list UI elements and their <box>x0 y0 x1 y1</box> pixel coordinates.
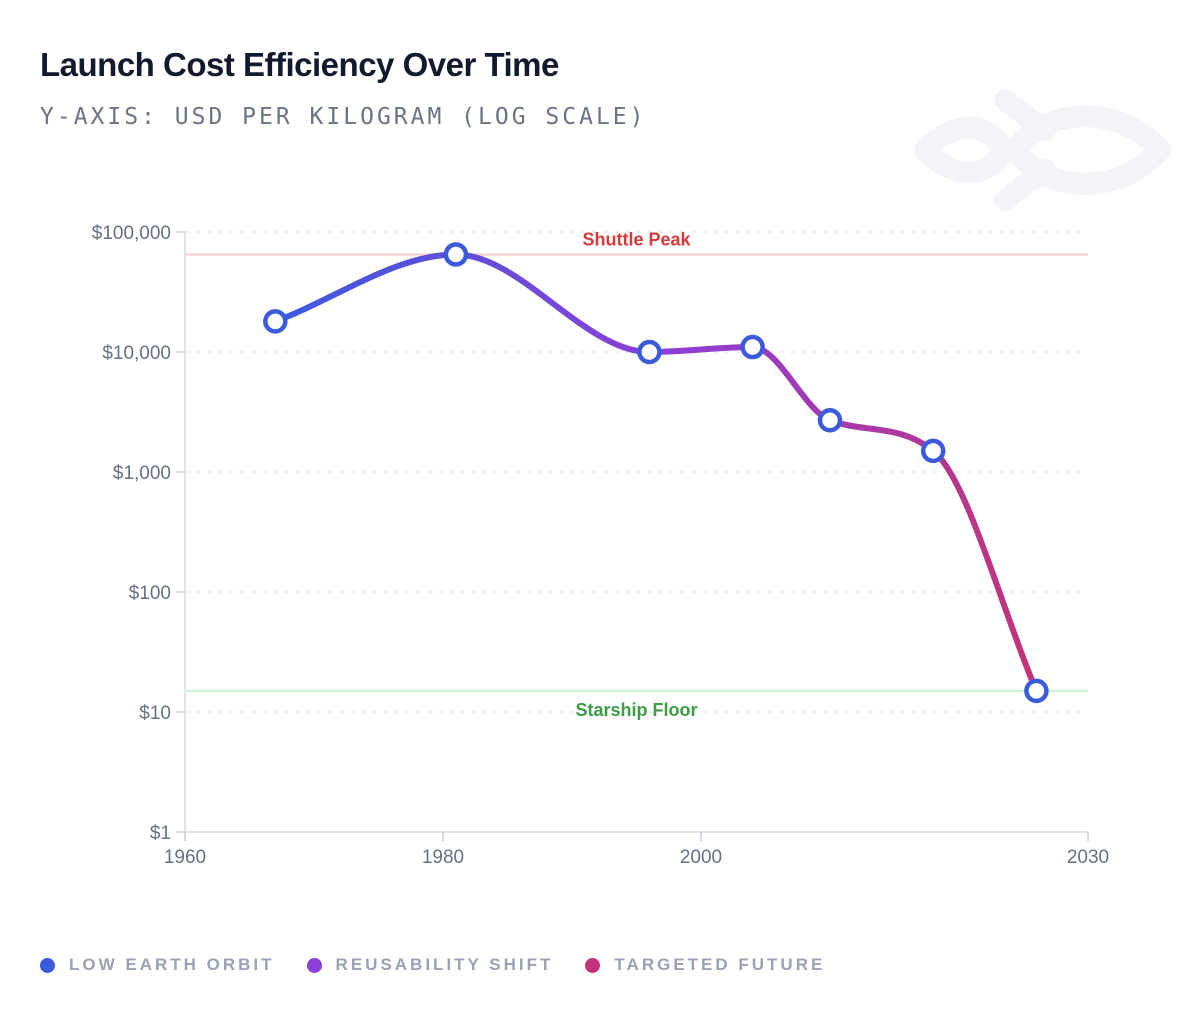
legend-item-low-earth-orbit: LOW EARTH ORBIT <box>40 955 275 975</box>
x-tick-label: 1960 <box>164 847 206 868</box>
legend-label: LOW EARTH ORBIT <box>69 955 275 974</box>
reference-line-label: Shuttle Peak <box>582 229 691 249</box>
y-tick-label: $10,000 <box>102 343 171 364</box>
data-point <box>1024 678 1049 704</box>
data-point <box>817 407 843 433</box>
line-chart: $1 $10 $100 $1,000 $10,000 $100,000 1960 1980 20… <box>92 223 1109 868</box>
legend: LOW EARTH ORBIT REUSABILITY SHIFT TARGET… <box>40 955 825 975</box>
reference-line-label: Starship Floor <box>575 700 697 720</box>
legend-dot-purple <box>306 957 322 973</box>
chart-title: Launch Cost Efficiency Over Time <box>40 46 559 83</box>
x-tick-label: 2030 <box>1067 847 1109 868</box>
y-tick-label: $1,000 <box>113 463 171 484</box>
legend-item-reusability-shift: REUSABILITY SHIFT <box>306 955 554 975</box>
y-tick-label: $100,000 <box>92 223 171 244</box>
data-point <box>920 438 946 464</box>
y-tick-label: $10 <box>139 703 171 724</box>
legend-dot-magenta <box>585 957 601 973</box>
legend-label: REUSABILITY SHIFT <box>335 955 554 974</box>
y-tick-label: $1 <box>150 823 171 844</box>
series-line <box>272 251 1040 694</box>
legend-item-targeted-future: TARGETED FUTURE <box>585 955 825 975</box>
rocket-watermark-icon <box>914 89 1171 211</box>
data-point <box>637 339 662 365</box>
data-point <box>740 334 765 360</box>
x-tick-label: 2000 <box>680 847 722 868</box>
chart-subtitle: Y-AXIS: USD PER KILOGRAM (LOG SCALE) <box>40 104 647 130</box>
legend-label: TARGETED FUTURE <box>614 955 826 974</box>
legend-dot-blue <box>40 957 55 973</box>
x-tick-label: 1980 <box>422 847 464 868</box>
data-point <box>443 242 469 267</box>
y-tick-label: $100 <box>129 583 171 604</box>
data-point <box>263 309 288 334</box>
